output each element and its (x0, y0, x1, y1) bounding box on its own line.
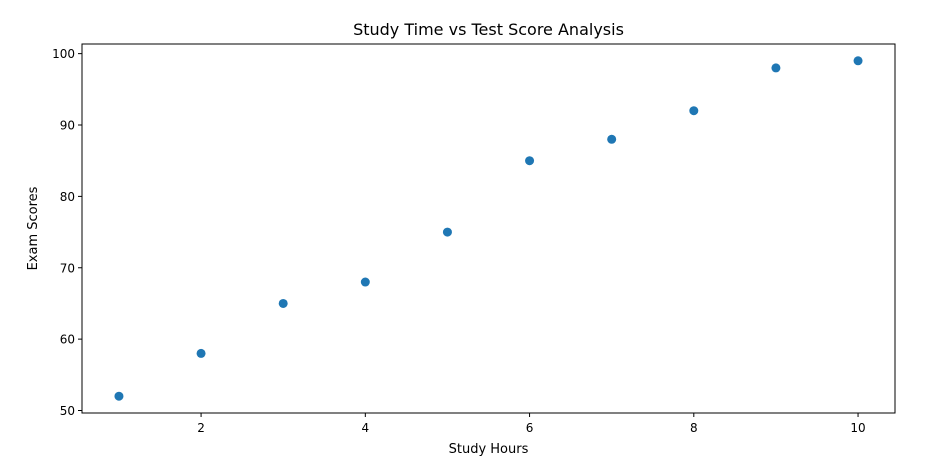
x-tick-label: 10 (850, 421, 865, 435)
y-tick-label: 60 (60, 333, 75, 347)
y-tick-label: 70 (60, 261, 75, 275)
y-tick-label: 100 (52, 47, 75, 61)
data-point (607, 134, 617, 144)
x-axis-label: Study Hours (449, 442, 529, 457)
y-axis-ticks: 50 60 70 80 90 100 (52, 47, 82, 418)
data-point (278, 298, 288, 308)
x-tick-label: 2 (197, 421, 205, 435)
x-tick-label: 8 (690, 421, 698, 435)
data-point (442, 227, 452, 237)
x-axis-ticks: 2 4 6 8 10 (197, 413, 866, 435)
y-tick-label: 80 (60, 190, 75, 204)
y-tick-label: 90 (60, 119, 75, 133)
x-tick-label: 6 (526, 421, 534, 435)
data-point (771, 63, 781, 73)
data-point (196, 348, 206, 358)
y-tick-label: 50 (60, 404, 75, 418)
x-tick-label: 4 (361, 421, 369, 435)
data-point (689, 106, 699, 116)
data-point (114, 391, 124, 401)
y-axis-label: Exam Scores (26, 186, 41, 270)
chart-title: Study Time vs Test Score Analysis (353, 20, 624, 39)
plot-area (114, 56, 863, 401)
data-point (525, 156, 535, 166)
axes-frame (81, 43, 896, 414)
data-point (853, 56, 863, 66)
data-point (360, 277, 370, 287)
